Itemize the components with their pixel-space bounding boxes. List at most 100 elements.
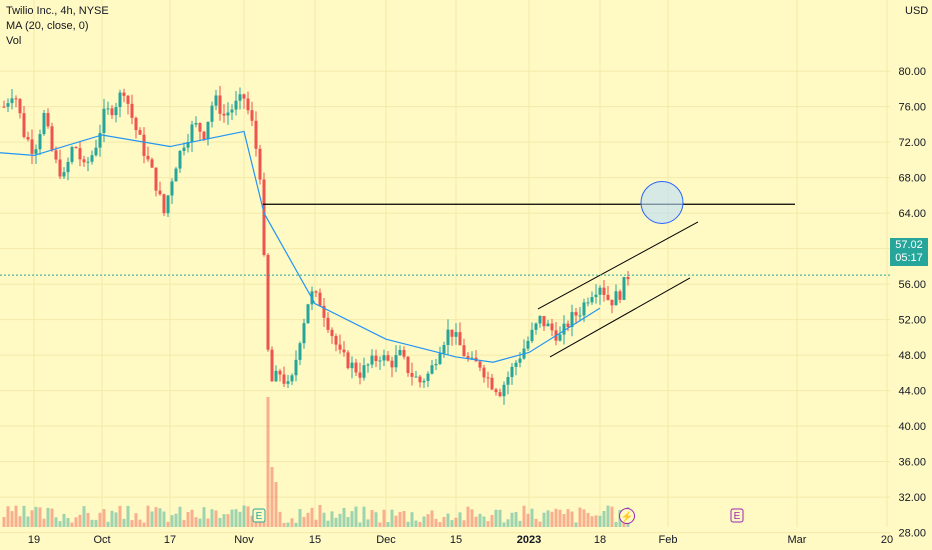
channel-upper-line <box>537 221 699 310</box>
volume-bar <box>514 512 518 527</box>
candle <box>378 356 382 370</box>
candle <box>322 298 326 327</box>
volume-bar <box>246 506 250 527</box>
volume-bar <box>86 512 90 527</box>
volume-bar <box>614 521 618 527</box>
time-tick-label: Nov <box>234 534 254 546</box>
currency-label: USD <box>905 5 928 17</box>
candle <box>578 306 582 322</box>
candle <box>118 89 122 118</box>
volume-bar <box>142 522 146 527</box>
volume-bar <box>482 516 486 527</box>
volume-bar <box>378 522 382 527</box>
volume-bar <box>50 508 54 527</box>
ma-indicator-label[interactable]: MA (20, close, 0) <box>6 20 89 32</box>
volume-bar <box>306 512 310 527</box>
candle <box>150 157 154 168</box>
volume-bar <box>574 522 578 527</box>
candle <box>390 356 394 378</box>
volume-bar <box>78 514 82 527</box>
volume-bar <box>502 522 506 527</box>
volume-bar <box>190 509 194 527</box>
volume-bar <box>466 506 470 527</box>
volume-bar <box>590 516 594 527</box>
volume-bar <box>598 515 602 527</box>
candlesticks <box>2 85 630 405</box>
candle <box>598 285 602 305</box>
candle <box>330 327 334 344</box>
ma-line <box>0 130 601 363</box>
time-tick-label: 15 <box>450 534 462 546</box>
earnings-marker[interactable]: E <box>252 508 266 523</box>
candle <box>318 288 322 307</box>
candle <box>298 341 302 366</box>
target-circle <box>640 180 684 224</box>
price-axis[interactable]: 80.0076.0072.0068.0064.0060.0056.0052.00… <box>898 66 926 540</box>
volume-bar <box>454 517 458 527</box>
volume-bar <box>122 518 126 527</box>
candle <box>486 371 490 388</box>
volume-bar <box>2 517 6 527</box>
volume-bar <box>242 505 246 527</box>
volume-bar <box>510 512 514 527</box>
volume-bar <box>526 513 530 527</box>
symbol-title[interactable]: Twilio Inc., 4h, NYSE <box>6 5 109 17</box>
volume-bar <box>490 515 494 527</box>
time-tick-label: 2023 <box>517 534 541 546</box>
candle <box>50 122 54 152</box>
candle <box>230 104 234 120</box>
candle <box>438 346 442 366</box>
time-tick-label: 18 <box>594 534 606 546</box>
volume-bar <box>218 517 222 527</box>
volume-bar <box>522 505 526 527</box>
volume-bar <box>610 506 614 527</box>
volume-bar <box>374 512 378 527</box>
volume-bar <box>354 506 358 527</box>
volume-bar <box>478 513 482 527</box>
volume-bar <box>294 522 298 527</box>
candle <box>258 144 262 185</box>
candle <box>410 362 414 386</box>
candle <box>522 339 526 360</box>
volume-bar <box>602 510 606 527</box>
volume-bar <box>170 515 174 527</box>
volume-bar <box>90 519 94 527</box>
candle <box>338 334 342 354</box>
volume-indicator-label[interactable]: Vol <box>6 35 22 47</box>
volume-bar <box>30 510 34 527</box>
candle <box>82 155 86 167</box>
candle <box>618 289 622 303</box>
volume-bar <box>118 505 122 527</box>
volume-bar <box>178 506 182 527</box>
candle <box>146 146 150 162</box>
candle <box>506 371 510 395</box>
candle <box>302 318 306 349</box>
candle <box>158 181 162 196</box>
volume-bar <box>210 509 214 527</box>
candle <box>226 102 230 125</box>
earnings-marker-upcoming[interactable]: E <box>730 508 744 523</box>
candle <box>274 365 278 382</box>
candle <box>622 276 626 301</box>
candle <box>482 364 486 383</box>
candle <box>538 315 542 328</box>
volume-bar <box>174 513 178 527</box>
split-marker[interactable]: ⚡ <box>619 508 635 524</box>
volume-bar <box>334 517 338 527</box>
bar-countdown: 05:17 <box>895 252 923 264</box>
time-axis[interactable]: 19 Oct 17 Nov 15 Dec 15 2023 18 Feb Mar 20 <box>28 534 893 546</box>
volume-bar <box>18 516 22 527</box>
volume-bar <box>434 518 438 527</box>
candle <box>170 178 174 204</box>
candle <box>386 351 390 362</box>
candle <box>434 358 438 371</box>
volume-bar <box>570 511 574 527</box>
drawings[interactable] <box>263 180 795 358</box>
volume-bar <box>94 519 98 527</box>
volume-bar <box>282 522 286 527</box>
volume-bar <box>98 512 102 527</box>
earnings-icon: E <box>734 511 741 522</box>
price-tick-label: 52.00 <box>898 315 926 327</box>
last-price-value: 57.02 <box>895 239 923 251</box>
